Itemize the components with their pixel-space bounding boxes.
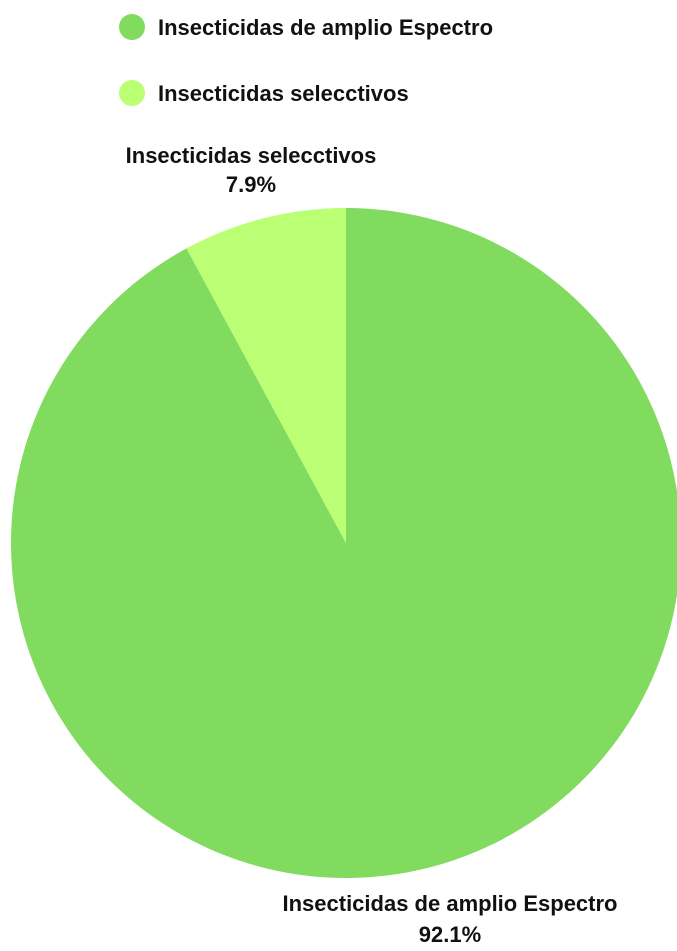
legend-label-amplio: Insecticidas de amplio Espectro [158,15,493,40]
pie-slices [11,208,677,878]
slice-label-amplio-value: 92.1% [419,922,481,947]
legend-label-selectivos: Insecticidas selecctivos [158,81,409,106]
pie-slice-selectivos[interactable] [186,208,346,543]
slice-label-amplio-name: Insecticidas de amplio Espectro [282,891,617,916]
legend-item-amplio[interactable]: Insecticidas de amplio Espectro [119,14,493,40]
legend: Insecticidas de amplio Espectro Insectic… [119,14,493,106]
slice-labels: Insecticidas selecctivos 7.9% Insecticid… [126,143,618,947]
legend-swatch-selectivos [119,80,145,106]
slice-label-selectivos-name: Insecticidas selecctivos [126,143,377,168]
pie-slice-amplio[interactable] [11,208,677,878]
slice-label-selectivos-value: 7.9% [226,172,276,197]
legend-swatch-amplio [119,14,145,40]
legend-item-selectivos[interactable]: Insecticidas selecctivos [119,80,409,106]
